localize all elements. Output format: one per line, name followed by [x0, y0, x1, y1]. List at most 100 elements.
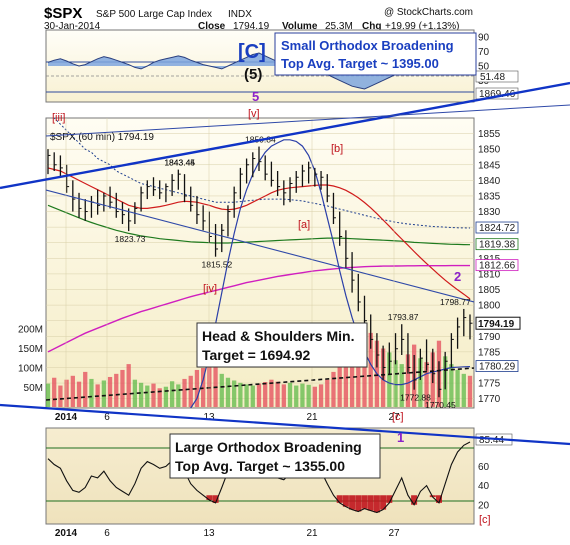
volume-bar	[157, 388, 162, 407]
volume-bar	[58, 385, 63, 407]
price-tick-label: 1785	[478, 347, 501, 358]
wave-label-5: 5	[252, 89, 259, 104]
volume-bar	[107, 376, 113, 407]
price-bar	[270, 161, 274, 187]
volume-bar	[356, 342, 361, 407]
price-bar	[109, 186, 113, 209]
volume-bar	[294, 385, 299, 407]
x-tick-label-rsi: 6	[104, 528, 110, 539]
ma-badge-label: 1780.29	[479, 362, 516, 373]
price-bar	[214, 224, 219, 257]
price-bars	[47, 146, 473, 398]
price-bar	[307, 161, 312, 184]
volume-axis-ticks: 200M 150M 100M 50M	[18, 325, 43, 395]
volume-bar	[76, 381, 82, 407]
volume-bar	[343, 356, 349, 407]
volume-bar	[64, 379, 69, 407]
price-bar	[432, 348, 436, 384]
volume-bar	[455, 369, 460, 407]
volume-bar	[132, 379, 138, 407]
volume-bar	[70, 375, 75, 407]
price-bar	[438, 361, 442, 398]
wave-label-c-rsi: [c]	[479, 514, 491, 526]
volume-bar	[349, 348, 355, 407]
price-bar	[146, 180, 150, 200]
ma-badge-label: 1824.72	[479, 223, 516, 234]
price-point-label: 1843.45	[164, 158, 195, 168]
price-tick-label: 1770	[478, 394, 501, 405]
volume-bar	[52, 377, 57, 407]
hs-target-box: Head & Shoulders Min. Target = 1694.92	[196, 322, 368, 368]
x-tick-label: 2014	[55, 412, 78, 423]
x-tick-label: 21	[306, 412, 318, 423]
ma-badge-box	[475, 259, 519, 272]
top-panel-tick-label: 50	[478, 62, 490, 73]
volume-tick-label: 50M	[24, 383, 43, 394]
volume-bar	[114, 373, 119, 407]
price-bar	[239, 167, 243, 200]
price-bar	[407, 333, 411, 374]
x-tick-label: 27	[388, 412, 400, 423]
volume-bar	[331, 371, 336, 407]
price-bar	[208, 211, 212, 243]
price-bar	[339, 211, 343, 246]
volume-bar	[424, 362, 429, 407]
volume-bar	[449, 364, 454, 407]
price-bar	[128, 208, 132, 232]
price-bar	[202, 205, 206, 231]
last-price-label: 1794.19	[478, 319, 515, 330]
rsi-badge: 85.44	[479, 435, 504, 446]
ma-badge-label: 1812.66	[479, 261, 516, 272]
volume-bar	[225, 377, 231, 407]
hs-target-line1: Head & Shoulders Min.	[202, 328, 354, 344]
volume-bar	[182, 378, 187, 407]
broadening-top-line	[0, 81, 570, 190]
price-bar	[78, 192, 82, 218]
volume-bar	[300, 383, 305, 407]
price-point-label: 1815.52	[202, 260, 233, 270]
wave-label-b: [b]	[331, 143, 343, 155]
price-tick-label: 1845	[478, 160, 501, 171]
price-bar	[53, 152, 57, 172]
top-target-line1: Small Orthodox Broadening	[281, 38, 454, 53]
volume-bar	[188, 375, 193, 407]
price-tick-label: 1800	[478, 301, 501, 312]
volume-tick-label: 150M	[18, 344, 43, 355]
x-tick-label-rsi: 21	[306, 528, 318, 539]
price-bar	[301, 164, 305, 187]
price-point-label: 1793.87	[388, 312, 419, 322]
top-target-box-frame	[274, 32, 477, 76]
volume-bar	[238, 382, 243, 407]
volume-bar	[207, 360, 212, 407]
ma-badge-box	[475, 238, 519, 251]
volume-bar	[151, 383, 156, 407]
wave-label-c-low: [c]	[392, 411, 404, 423]
watermark: @ StockCharts.com	[384, 7, 473, 18]
volume-bar	[89, 378, 94, 407]
price-bar	[227, 205, 231, 237]
volume-bar	[325, 379, 330, 407]
price-tick-label: 1830	[478, 207, 501, 218]
price-bar	[456, 317, 461, 349]
x-tick-label-rsi: 27	[388, 528, 400, 539]
wave-label-2: 2	[454, 269, 461, 284]
price-bar	[159, 180, 163, 200]
close-value: 1794.19	[233, 21, 270, 32]
x-tick-label: 13	[203, 412, 215, 423]
volume-bar	[138, 382, 144, 407]
price-bar	[419, 348, 423, 380]
rsi-target-line2: Top Avg. Target ~ 1355.00	[175, 458, 345, 474]
volume-bar	[393, 360, 398, 407]
volume-bar	[318, 384, 324, 407]
top-panel-tick-label: 90	[478, 33, 490, 44]
hs-target-box-frame	[196, 322, 368, 368]
wave-label-a: [a]	[298, 219, 310, 231]
price-bar	[59, 155, 63, 178]
price-bar	[283, 180, 287, 206]
price-bar	[326, 174, 330, 203]
top-panel-fill	[48, 53, 470, 89]
price-bar	[276, 171, 281, 196]
rsi-target-line1: Large Orthodox Broadening	[175, 439, 362, 455]
rsi-tick-label: 40	[478, 481, 490, 492]
